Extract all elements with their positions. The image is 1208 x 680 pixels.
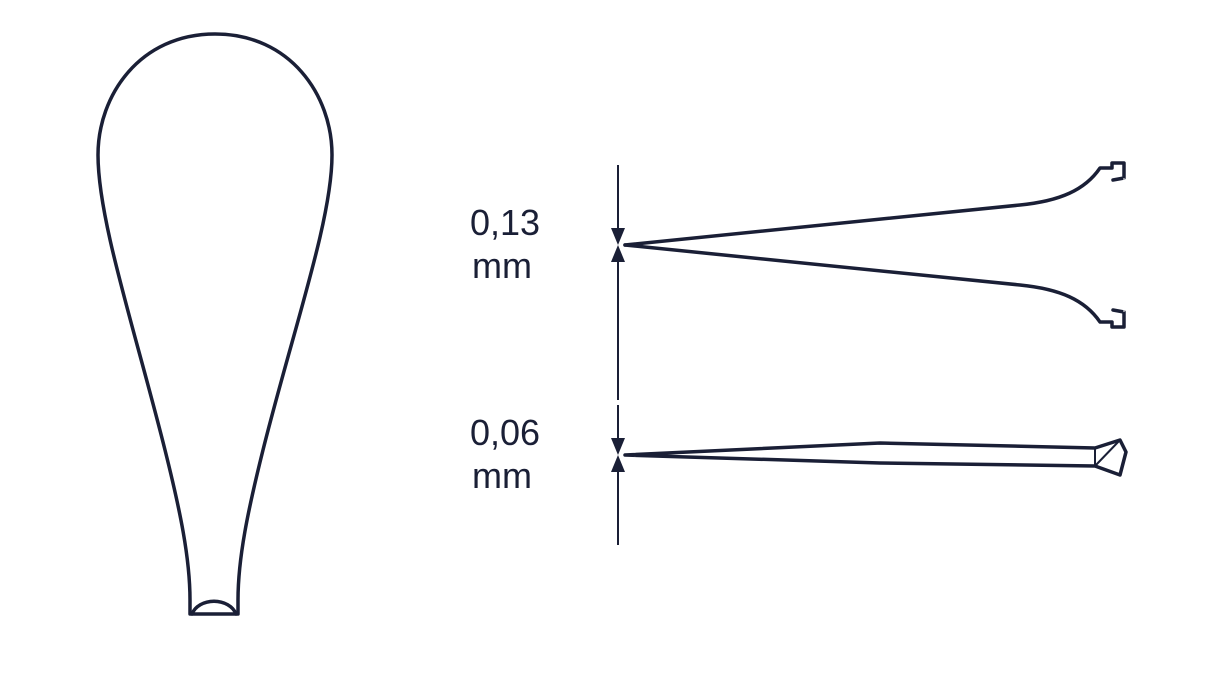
dim-006-value: 0,06 <box>470 412 540 453</box>
blade-edge-outline <box>625 440 1126 475</box>
dimension-tip-opening: 0,13 mm <box>470 165 625 400</box>
handle-profile-view <box>98 34 332 614</box>
upper-blade <box>625 163 1124 245</box>
blade-edge-view <box>625 440 1126 475</box>
dim-013-value: 0,13 <box>470 202 540 243</box>
dim-006-unit: mm <box>472 455 532 496</box>
tweezers-side-view <box>625 163 1124 327</box>
lower-blade <box>625 245 1124 327</box>
technical-diagram: 0,13 mm 0,06 mm <box>0 0 1208 680</box>
dim-013-unit: mm <box>472 245 532 286</box>
handle-tip-arc <box>192 601 236 614</box>
dimension-tip-thickness: 0,06 mm <box>470 405 625 545</box>
handle-outline <box>98 34 332 614</box>
